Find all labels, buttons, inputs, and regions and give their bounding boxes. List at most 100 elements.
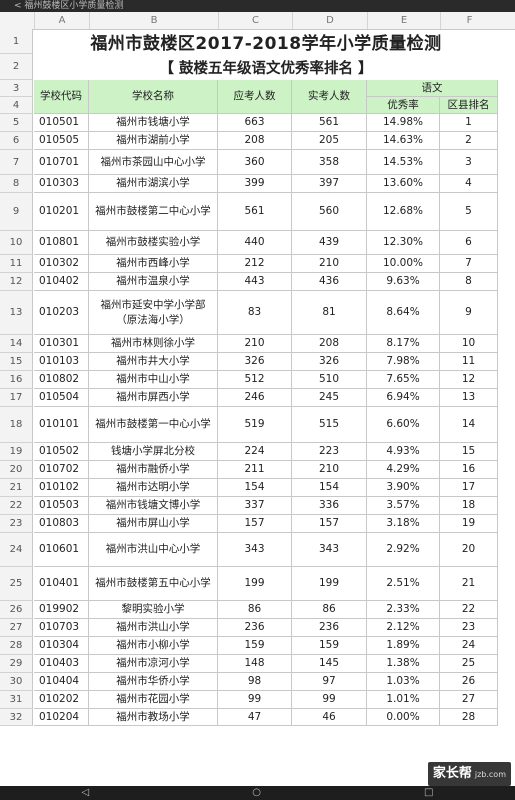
cell-actual-count[interactable]: 99 <box>292 691 367 709</box>
cell-expected-count[interactable]: 343 <box>218 533 292 567</box>
cell-school-name[interactable]: 福州市鼓楼实验小学 <box>89 231 218 255</box>
recent-apps-icon[interactable]: □ <box>424 787 434 798</box>
cell-school-name[interactable]: 福州市钱塘小学 <box>89 114 218 132</box>
cell-excellence-rate[interactable]: 10.00% <box>367 255 440 273</box>
cell-excellence-rate[interactable]: 14.98% <box>367 114 440 132</box>
cell-actual-count[interactable]: 223 <box>292 443 367 461</box>
cell-school-name[interactable]: 钱塘小学屏北分校 <box>89 443 218 461</box>
column-header-d[interactable]: D <box>292 12 367 29</box>
cell-excellence-rate[interactable]: 2.33% <box>367 601 440 619</box>
cell-excellence-rate[interactable]: 6.60% <box>367 407 440 443</box>
cell-excellence-rate[interactable]: 13.60% <box>367 175 440 193</box>
row-number[interactable]: 8 <box>0 175 33 193</box>
cell-school-code[interactable]: 010201 <box>34 193 89 231</box>
cell-district-rank[interactable]: 4 <box>440 175 498 193</box>
row-number[interactable]: 9 <box>0 193 33 231</box>
cell-school-code[interactable]: 010404 <box>34 673 89 691</box>
cell-expected-count[interactable]: 399 <box>218 175 292 193</box>
header-actual-count[interactable]: 实考人数 <box>292 80 367 114</box>
column-header-a[interactable]: A <box>34 12 89 29</box>
row-number[interactable]: 24 <box>0 533 33 567</box>
row-number[interactable]: 17 <box>0 389 33 407</box>
cell-expected-count[interactable]: 224 <box>218 443 292 461</box>
cell-excellence-rate[interactable]: 4.29% <box>367 461 440 479</box>
cell-excellence-rate[interactable]: 1.01% <box>367 691 440 709</box>
cell-district-rank[interactable]: 14 <box>440 407 498 443</box>
row-number[interactable]: 20 <box>0 461 33 479</box>
cell-school-code[interactable]: 010304 <box>34 637 89 655</box>
cell-expected-count[interactable]: 199 <box>218 567 292 601</box>
cell-excellence-rate[interactable]: 4.93% <box>367 443 440 461</box>
cell-actual-count[interactable]: 358 <box>292 150 367 175</box>
cell-school-name[interactable]: 福州市洪山小学 <box>89 619 218 637</box>
cell-expected-count[interactable]: 663 <box>218 114 292 132</box>
column-header-c[interactable]: C <box>218 12 292 29</box>
cell-district-rank[interactable]: 8 <box>440 273 498 291</box>
cell-school-code[interactable]: 010204 <box>34 709 89 726</box>
cell-school-code[interactable]: 010504 <box>34 389 89 407</box>
cell-excellence-rate[interactable]: 14.63% <box>367 132 440 150</box>
cell-expected-count[interactable]: 98 <box>218 673 292 691</box>
header-school-name[interactable]: 学校名称 <box>89 80 218 114</box>
cell-actual-count[interactable]: 210 <box>292 255 367 273</box>
cell-actual-count[interactable]: 561 <box>292 114 367 132</box>
cell-actual-count[interactable]: 439 <box>292 231 367 255</box>
cell-district-rank[interactable]: 17 <box>440 479 498 497</box>
column-header-b[interactable]: B <box>89 12 218 29</box>
cell-actual-count[interactable]: 145 <box>292 655 367 673</box>
cell-school-name[interactable]: 福州市屏山小学 <box>89 515 218 533</box>
row-number[interactable]: 4 <box>0 97 33 114</box>
row-number[interactable]: 12 <box>0 273 33 291</box>
row-number[interactable]: 21 <box>0 479 33 497</box>
cell-district-rank[interactable]: 21 <box>440 567 498 601</box>
column-header-e[interactable]: E <box>367 12 440 29</box>
cell-district-rank[interactable]: 25 <box>440 655 498 673</box>
cell-school-name[interactable]: 福州市鼓楼第二中心小学 <box>89 193 218 231</box>
row-number[interactable]: 22 <box>0 497 33 515</box>
cell-excellence-rate[interactable]: 12.30% <box>367 231 440 255</box>
cell-expected-count[interactable]: 337 <box>218 497 292 515</box>
cell-excellence-rate[interactable]: 1.03% <box>367 673 440 691</box>
cell-school-code[interactable]: 010301 <box>34 335 89 353</box>
row-number[interactable]: 32 <box>0 709 33 726</box>
cell-expected-count[interactable]: 440 <box>218 231 292 255</box>
cell-school-code[interactable]: 010401 <box>34 567 89 601</box>
cell-district-rank[interactable]: 12 <box>440 371 498 389</box>
cell-actual-count[interactable]: 159 <box>292 637 367 655</box>
cell-district-rank[interactable]: 6 <box>440 231 498 255</box>
header-district-rank[interactable]: 区县排名 <box>440 97 498 114</box>
cell-excellence-rate[interactable]: 8.17% <box>367 335 440 353</box>
cell-expected-count[interactable]: 519 <box>218 407 292 443</box>
cell-district-rank[interactable]: 13 <box>440 389 498 407</box>
cell-actual-count[interactable]: 245 <box>292 389 367 407</box>
header-subject-chinese[interactable]: 语文 <box>367 80 498 97</box>
cell-actual-count[interactable]: 154 <box>292 479 367 497</box>
cell-excellence-rate[interactable]: 9.63% <box>367 273 440 291</box>
row-number[interactable]: 18 <box>0 407 33 443</box>
cell-district-rank[interactable]: 15 <box>440 443 498 461</box>
cell-expected-count[interactable]: 148 <box>218 655 292 673</box>
cell-school-name[interactable]: 福州市林则徐小学 <box>89 335 218 353</box>
back-icon[interactable]: ◁ <box>81 787 90 798</box>
cell-actual-count[interactable]: 210 <box>292 461 367 479</box>
cell-school-code[interactable]: 010101 <box>34 407 89 443</box>
cell-school-code[interactable]: 010303 <box>34 175 89 193</box>
cell-expected-count[interactable]: 443 <box>218 273 292 291</box>
cell-district-rank[interactable]: 24 <box>440 637 498 655</box>
cell-expected-count[interactable]: 561 <box>218 193 292 231</box>
row-number[interactable]: 7 <box>0 150 33 175</box>
cell-school-code[interactable]: 010702 <box>34 461 89 479</box>
cell-school-name[interactable]: 福州市湖前小学 <box>89 132 218 150</box>
cell-school-name[interactable]: 福州市茶园山中心小学 <box>89 150 218 175</box>
cell-school-code[interactable]: 010505 <box>34 132 89 150</box>
cell-district-rank[interactable]: 20 <box>440 533 498 567</box>
cell-school-name[interactable]: 福州市花园小学 <box>89 691 218 709</box>
cell-district-rank[interactable]: 27 <box>440 691 498 709</box>
cell-school-code[interactable]: 010102 <box>34 479 89 497</box>
cell-expected-count[interactable]: 211 <box>218 461 292 479</box>
cell-school-code[interactable]: 010801 <box>34 231 89 255</box>
row-number[interactable]: 3 <box>0 80 33 97</box>
column-header-f[interactable]: F <box>440 12 498 29</box>
cell-school-name[interactable]: 福州市融侨小学 <box>89 461 218 479</box>
cell-district-rank[interactable]: 7 <box>440 255 498 273</box>
